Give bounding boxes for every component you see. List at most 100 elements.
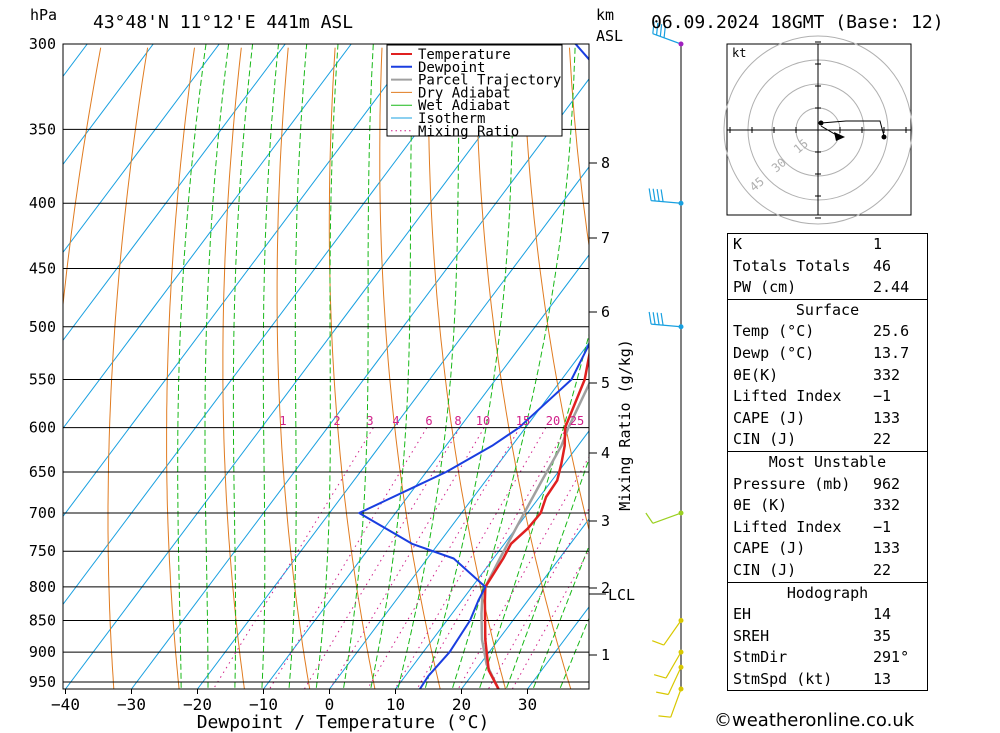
x-axis-label: Dewpoint / Temperature (°C) [197,712,490,733]
dewpoint-line [358,44,589,689]
index-label: Dewp (°C) [733,343,815,362]
mixing-ratio-line [487,507,589,689]
mixing-ratio-line [269,427,428,689]
index-label: θE (K) [733,496,788,515]
isotherm-line [63,44,484,606]
wet-adiabat-line [261,44,279,688]
x-tick-label: −30 [117,695,146,714]
dry-adiabat-line [379,47,441,689]
x-tick-label: −20 [183,695,212,714]
mixing-ratio-label: 6 [425,414,432,428]
km-tick-label: 2 [601,579,610,597]
wet-adiabat-line [370,44,414,688]
dry-adiabat-line [222,47,245,689]
x-tick-label: 0 [325,695,335,714]
datetime-title: 06.09.2024 18GMT (Base: 12) [651,12,944,33]
mixing-ratio-label: 15 [516,414,530,428]
wet-adiabat-line [177,44,207,688]
wet-adiabat-line [204,44,230,688]
isotherm-line [197,166,589,689]
index-row: CAPE (J) 133 [728,408,927,430]
wet-adiabat-line [452,44,576,688]
index-label: CAPE (J) [733,539,806,558]
index-label: StmDir [733,648,788,667]
index-value: 22 [873,430,892,449]
index-value: 133 [873,408,901,427]
dry-adiabat-line [569,47,589,249]
km-tick-label: 1 [601,646,610,664]
copyright: ©weatheronline.co.uk [714,710,915,731]
pressure-tick-label: 700 [29,504,56,522]
mixing-ratio-label: 3 [366,414,373,428]
isotherm-line [63,44,286,342]
wind-barb [658,686,684,718]
index-label: CIN (J) [733,560,797,579]
index-row: Temp (°C) 25.6 [728,321,927,343]
index-value: 25.6 [873,322,910,341]
index-section-title: Surface [728,298,927,322]
index-value: 14 [873,605,892,624]
isotherm-line [63,44,352,430]
isotherm-line [395,430,589,689]
index-label: PW (cm) [733,278,797,297]
index-value: 35 [873,626,892,645]
indices-table: K 1 Totals Totals 46 PW (cm) 2.44 Surface Temp … [727,233,928,692]
pressure-tick-label: 950 [29,673,56,691]
wet-adiabat-line [397,44,461,688]
mixing-ratio-line [394,427,547,689]
pressure-tick-label: 350 [29,120,56,138]
mixing-ratio-label: 2 [333,414,340,428]
km-tick-label: 3 [601,512,610,530]
index-label: Hodograph [786,583,869,602]
wind-barb [652,617,684,646]
pressure-tick-label: 750 [29,542,56,560]
index-row: StmSpd (kt) 13 [728,669,927,691]
legend-label: Parcel Trajectory [418,73,561,89]
wind-barb [656,664,684,696]
index-row: Pressure (mb) 962 [728,474,927,496]
mixing-ratio-line [367,427,521,689]
wet-adiabat-line [424,44,515,688]
index-label: Lifted Index [733,387,842,406]
pressure-tick-label: 600 [29,419,56,437]
index-label: Totals Totals [733,256,851,275]
index-value: 22 [873,560,892,579]
index-value: 291° [873,648,910,667]
index-label: SREH [733,626,770,645]
hodograph-unit: kt [732,46,746,60]
mixing-ratio-axis-label: Mixing Ratio (g/kg) [616,339,634,511]
dry-adiabat-line [166,47,195,689]
index-row: StmDir 291° [728,647,927,669]
x-tick-label: 20 [452,695,471,714]
asl-unit-label: ASL [596,27,623,45]
legend-label: Isotherm [418,111,485,127]
pressure-tick-label: 800 [29,578,56,596]
index-label: Lifted Index [733,517,842,536]
index-value: −1 [873,387,892,406]
index-value: 332 [873,496,901,515]
legend-label: Mixing Ratio [418,124,519,140]
storm-motion-marker [834,132,845,141]
wind-barb [653,649,684,679]
dry-adiabat-line [522,47,589,532]
dry-adiabat-line [945,48,1000,689]
plot-frame [62,43,590,690]
wet-adiabat-line [232,44,254,688]
dry-adiabat-line [107,47,149,689]
pressure-tick-label: 400 [29,194,56,212]
mixing-ratio-line [303,427,461,689]
isotherm-line [263,254,589,689]
pressure-tick-label: 500 [29,318,56,336]
wind-barb [645,510,684,524]
index-value: 46 [873,256,892,275]
isotherm-line [0,44,21,689]
index-row: Lifted Index −1 [728,517,927,539]
index-value: 332 [873,365,901,384]
index-row: θE(K) 332 [728,365,927,387]
index-row: CIN (J) 22 [728,560,927,582]
pressure-tick-label: 450 [29,259,56,277]
index-label: EH [733,605,752,624]
index-value: 133 [873,539,901,558]
km-tick-label: 7 [601,229,610,247]
